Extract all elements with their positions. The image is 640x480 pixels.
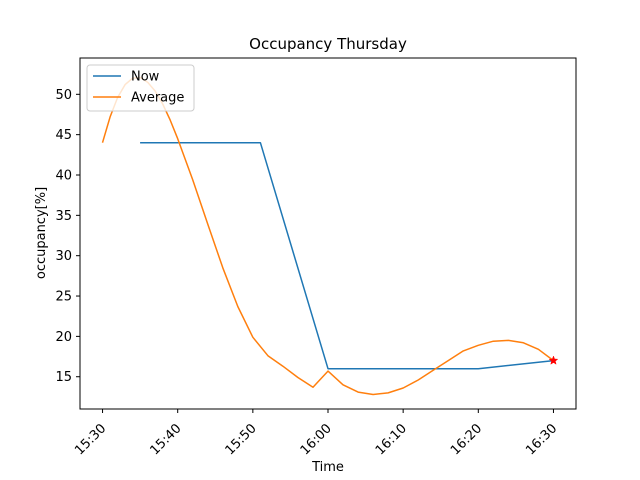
x-tick-label: 16:00 bbox=[298, 421, 335, 458]
y-tick-label: 35 bbox=[55, 209, 72, 224]
series-layer bbox=[101, 76, 559, 396]
x-tick-label: 16:30 bbox=[523, 421, 560, 458]
legend: Now Average bbox=[86, 64, 195, 112]
y-axis: 15 20 25 30 35 40 45 50 bbox=[55, 88, 80, 385]
star-marker bbox=[548, 355, 559, 365]
y-tick-label: 25 bbox=[55, 290, 72, 305]
x-tick-label: 15:40 bbox=[147, 421, 184, 458]
x-tick-label: 15:30 bbox=[72, 421, 109, 458]
legend-label: Now bbox=[131, 70, 160, 85]
y-tick-label: 15 bbox=[55, 370, 72, 385]
x-tick-label: 15:50 bbox=[223, 421, 260, 458]
y-tick-label: 20 bbox=[55, 330, 72, 345]
y-tick-label: 50 bbox=[55, 88, 72, 103]
y-tick-label: 30 bbox=[55, 249, 72, 264]
y-tick-label: 40 bbox=[55, 169, 72, 184]
series-line-average bbox=[101, 76, 554, 396]
y-axis-label: occupancy[%] bbox=[34, 187, 49, 279]
x-tick-label: 16:20 bbox=[448, 421, 485, 458]
x-tick-label: 16:10 bbox=[373, 421, 410, 458]
series-line-now bbox=[140, 141, 554, 370]
x-axis: 15:30 15:40 15:50 16:00 16:10 16:20 16:30 bbox=[72, 409, 560, 458]
y-tick-label: 45 bbox=[55, 128, 72, 143]
chart-title: Occupancy Thursday bbox=[249, 35, 407, 53]
legend-label: Average bbox=[131, 91, 184, 106]
x-axis-label: Time bbox=[311, 460, 344, 475]
